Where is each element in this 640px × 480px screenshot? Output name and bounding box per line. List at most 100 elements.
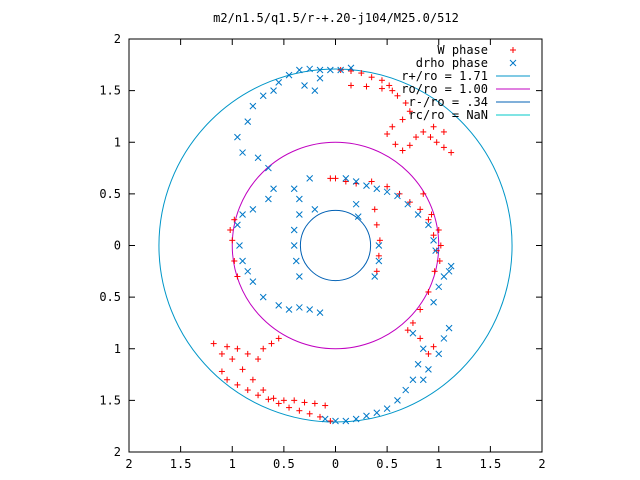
drho-phase-point-b [352, 415, 360, 423]
w-phase-point [436, 257, 443, 264]
drho-phase-point [375, 257, 383, 265]
drho-phase-point-b [265, 195, 272, 203]
drho-phase-point-b [430, 298, 437, 306]
drho-phase-point [290, 242, 298, 249]
drho-phase-point [265, 164, 272, 172]
drho-phase-point-b [347, 64, 355, 72]
x-tick-label: 1.5 [480, 457, 502, 471]
w-phase-point [430, 232, 437, 239]
w-phase-point [425, 216, 432, 223]
y-tick-label: 2 [114, 445, 121, 459]
w-phase-point [425, 288, 432, 295]
w-phase-point [218, 368, 225, 375]
w-phase-point [413, 134, 420, 141]
drho-phase-point-b [425, 221, 432, 229]
w-phase-point [392, 141, 399, 148]
drho-phase-point-b [296, 66, 303, 74]
drho-phase-point-b [419, 376, 427, 384]
drho-phase-point-b [285, 71, 293, 79]
drho-phase-point [296, 304, 303, 311]
drho-phase-point-b [249, 206, 257, 213]
drho-phase-point-b [371, 273, 379, 280]
drho-phase-point [419, 376, 427, 384]
y-tick-label: 1 [114, 135, 121, 149]
w-phase-point [437, 242, 444, 249]
drho-phase-point-b [285, 306, 293, 313]
drho-phase-point-b [311, 206, 319, 213]
circle-0 [158, 68, 513, 423]
drho-phase-point [321, 415, 329, 423]
legend-label-2: r+/ro = 1.71 [401, 69, 488, 83]
drho-phase-point [234, 133, 241, 141]
x-tick-label: 0 [332, 457, 339, 471]
drho-phase-point-b [234, 221, 241, 229]
drho-phase-point-b [440, 273, 448, 280]
drho-phase-point [326, 66, 334, 74]
drho-phase-point-b [290, 185, 298, 193]
drho-phase-point-b [375, 257, 383, 265]
y-tick-label: 2 [114, 32, 121, 46]
w-phase-point [255, 356, 262, 363]
drho-phase-point-b [435, 350, 443, 358]
drho-phase-point [270, 185, 277, 193]
w-phase-point [433, 139, 440, 146]
drho-phase-point-b [404, 200, 412, 208]
drho-phase-point [296, 211, 303, 218]
w-phase-point [327, 175, 334, 182]
w-phase-point [427, 134, 434, 141]
w-phase-point [301, 399, 308, 406]
w-phase-point [249, 376, 256, 383]
w-phase-point [286, 404, 293, 411]
drho-phase-point-b [301, 82, 308, 89]
drho-phase-point-b [275, 79, 283, 86]
drho-phase-point-b [435, 283, 443, 291]
drho-phase-point [306, 65, 314, 73]
w-phase-point [270, 395, 277, 402]
w-phase-point [363, 83, 370, 90]
w-phase-point [389, 123, 396, 130]
w-phase-point [260, 387, 267, 394]
w-phase-point [231, 216, 238, 223]
drho-phase-point [432, 247, 440, 255]
drho-phase-point-b [296, 304, 303, 311]
w-phase-point [406, 142, 413, 149]
drho-phase-point-b [316, 66, 324, 74]
drho-phase-point [425, 366, 432, 373]
drho-phase-point-b [244, 118, 252, 125]
w-phase-point [373, 268, 380, 275]
w-phase-point [433, 247, 440, 254]
w-phase-point [417, 335, 424, 342]
y-tick-label: 1.5 [99, 393, 121, 407]
w-phase-point [435, 227, 442, 234]
w-phase-point [378, 85, 385, 92]
w-phase-point [311, 400, 318, 407]
drho-phase-point-b [275, 302, 283, 309]
drho-phase-point [270, 87, 277, 94]
w-phase-point [448, 149, 455, 156]
w-phase-point [347, 82, 354, 89]
legend-marker-0 [510, 47, 516, 53]
drho-phase-point [296, 195, 303, 203]
drho-phase-point [352, 200, 360, 208]
w-phase-point [373, 221, 380, 228]
y-tick-label: 0 [114, 239, 121, 253]
w-phase-point [229, 237, 236, 244]
drho-phase-point [363, 412, 370, 420]
axis-ticks: 2 1.5 1 0.5 0 0.5 1 1.5 221.510.500.511.52 [99, 32, 545, 471]
w-phase-point [402, 100, 409, 107]
w-phase-point [417, 206, 424, 213]
drho-phase-point [337, 66, 345, 74]
drho-phase-point-b [306, 306, 314, 313]
drho-phase-point [430, 236, 437, 244]
w-phase-point [332, 175, 339, 182]
w-phase-point [239, 366, 246, 373]
w-phase-point [440, 144, 447, 151]
drho-phase-point-b [239, 211, 246, 218]
drho-phase-point [290, 226, 298, 234]
drho-phase-point [259, 92, 267, 100]
x-tick-label: 0.5 [273, 457, 295, 471]
drho-phase-point-b [316, 74, 324, 82]
w-phase-point [268, 340, 275, 347]
drho-phase-point [383, 188, 391, 196]
drho-phase-point [285, 306, 293, 313]
